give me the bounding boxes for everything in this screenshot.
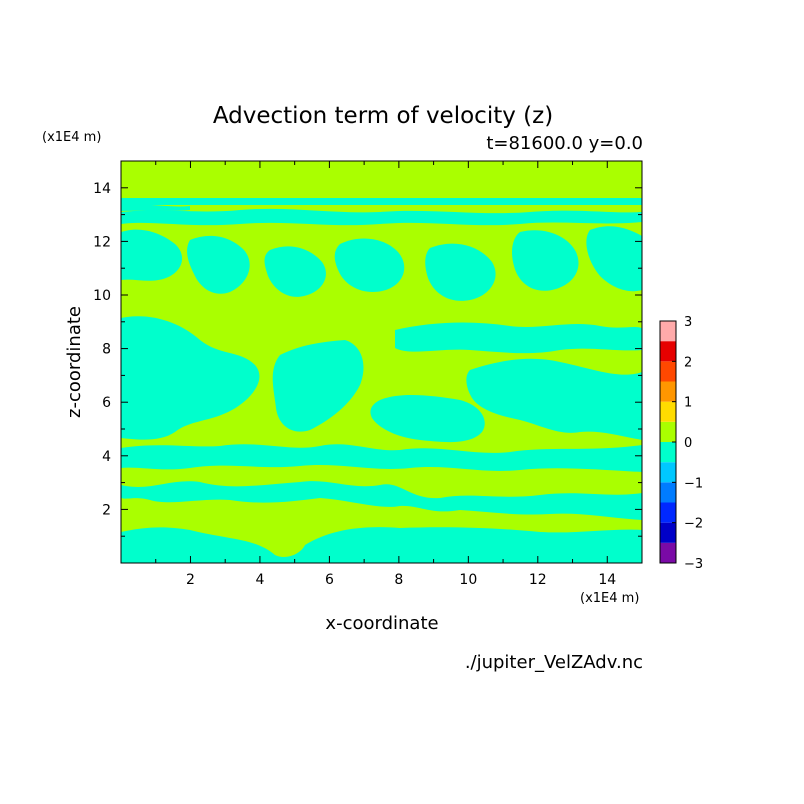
- x-tick-label: 4: [255, 572, 264, 588]
- colorbar: −3 −2 −1 0 1 2 3: [659, 315, 703, 572]
- y-tick-label: 6: [102, 395, 111, 411]
- colorbar-tick-label: −2: [684, 517, 703, 532]
- negative-region: [512, 230, 579, 291]
- colorbar-segment: [660, 482, 676, 503]
- negative-region: [272, 340, 364, 432]
- colorbar-tick-label: 1: [684, 396, 692, 411]
- y-tick-label: 2: [102, 502, 111, 518]
- y-tick-label: 12: [93, 234, 111, 250]
- y-tick-label: 10: [93, 288, 111, 304]
- contour-field: [121, 161, 642, 563]
- negative-region: [121, 208, 642, 226]
- negative-region: [334, 238, 405, 293]
- colorbar-segment: [660, 321, 676, 342]
- colorbar-segment: [660, 421, 676, 442]
- y-unit-label: (x1E4 m): [42, 130, 101, 145]
- chart-subtitle: t=81600.0 y=0.0: [486, 133, 643, 154]
- negative-region: [586, 226, 642, 292]
- negative-streak: [121, 198, 642, 205]
- negative-region: [121, 316, 260, 440]
- source-file-label: ./jupiter_VelZAdv.nc: [465, 652, 643, 673]
- negative-region: [264, 246, 326, 297]
- negative-region: [187, 235, 250, 294]
- negative-region: [121, 527, 642, 563]
- y-axis-label: z-coordinate: [64, 306, 85, 418]
- plot-area: 2 4 6 8 10 12 14 2 4 6 8 10 12 14: [93, 160, 643, 588]
- chart-title: Advection term of velocity (z): [213, 103, 553, 129]
- x-axis-label: x-coordinate: [325, 613, 438, 634]
- colorbar-segment: [660, 502, 676, 523]
- x-tick-label: 14: [598, 572, 616, 588]
- colorbar-segment: [660, 341, 676, 362]
- colorbar-segment: [660, 361, 676, 382]
- x-ticks: 2 4 6 8 10 12 14: [155, 161, 616, 588]
- colorbar-segment: [660, 442, 676, 463]
- x-unit-label: (x1E4 m): [580, 591, 639, 606]
- negative-region: [395, 322, 642, 354]
- x-tick-label: 12: [529, 572, 547, 588]
- y-tick-label: 8: [102, 342, 111, 358]
- y-ticks: 2 4 6 8 10 12 14: [93, 181, 642, 537]
- colorbar-tick-label: 2: [684, 355, 692, 370]
- colorbar-segment: [660, 401, 676, 422]
- colorbar-tick-label: 0: [684, 436, 692, 451]
- y-tick-label: 14: [93, 181, 111, 197]
- negative-region: [121, 204, 190, 211]
- colorbar-segment: [660, 542, 676, 563]
- y-tick-label: 4: [102, 449, 111, 465]
- negative-region: [121, 229, 183, 281]
- negative-region: [121, 481, 642, 520]
- colorbar-segment: [660, 522, 676, 543]
- negative-region: [466, 358, 642, 440]
- plot-frame: [120, 160, 643, 564]
- colorbar-tick-label: −1: [684, 476, 703, 491]
- x-tick-label: 10: [459, 572, 477, 588]
- colorbar-tick-label: 3: [684, 315, 692, 330]
- negative-region: [121, 444, 642, 472]
- x-tick-label: 2: [186, 572, 195, 588]
- negative-region: [370, 395, 485, 443]
- colorbar-tick-label: −3: [684, 557, 703, 572]
- colorbar-segment: [660, 462, 676, 483]
- negative-region: [425, 243, 496, 301]
- colorbar-segment: [660, 381, 676, 402]
- x-tick-label: 6: [325, 572, 334, 588]
- negative-regions: [121, 198, 642, 563]
- x-tick-label: 8: [394, 572, 403, 588]
